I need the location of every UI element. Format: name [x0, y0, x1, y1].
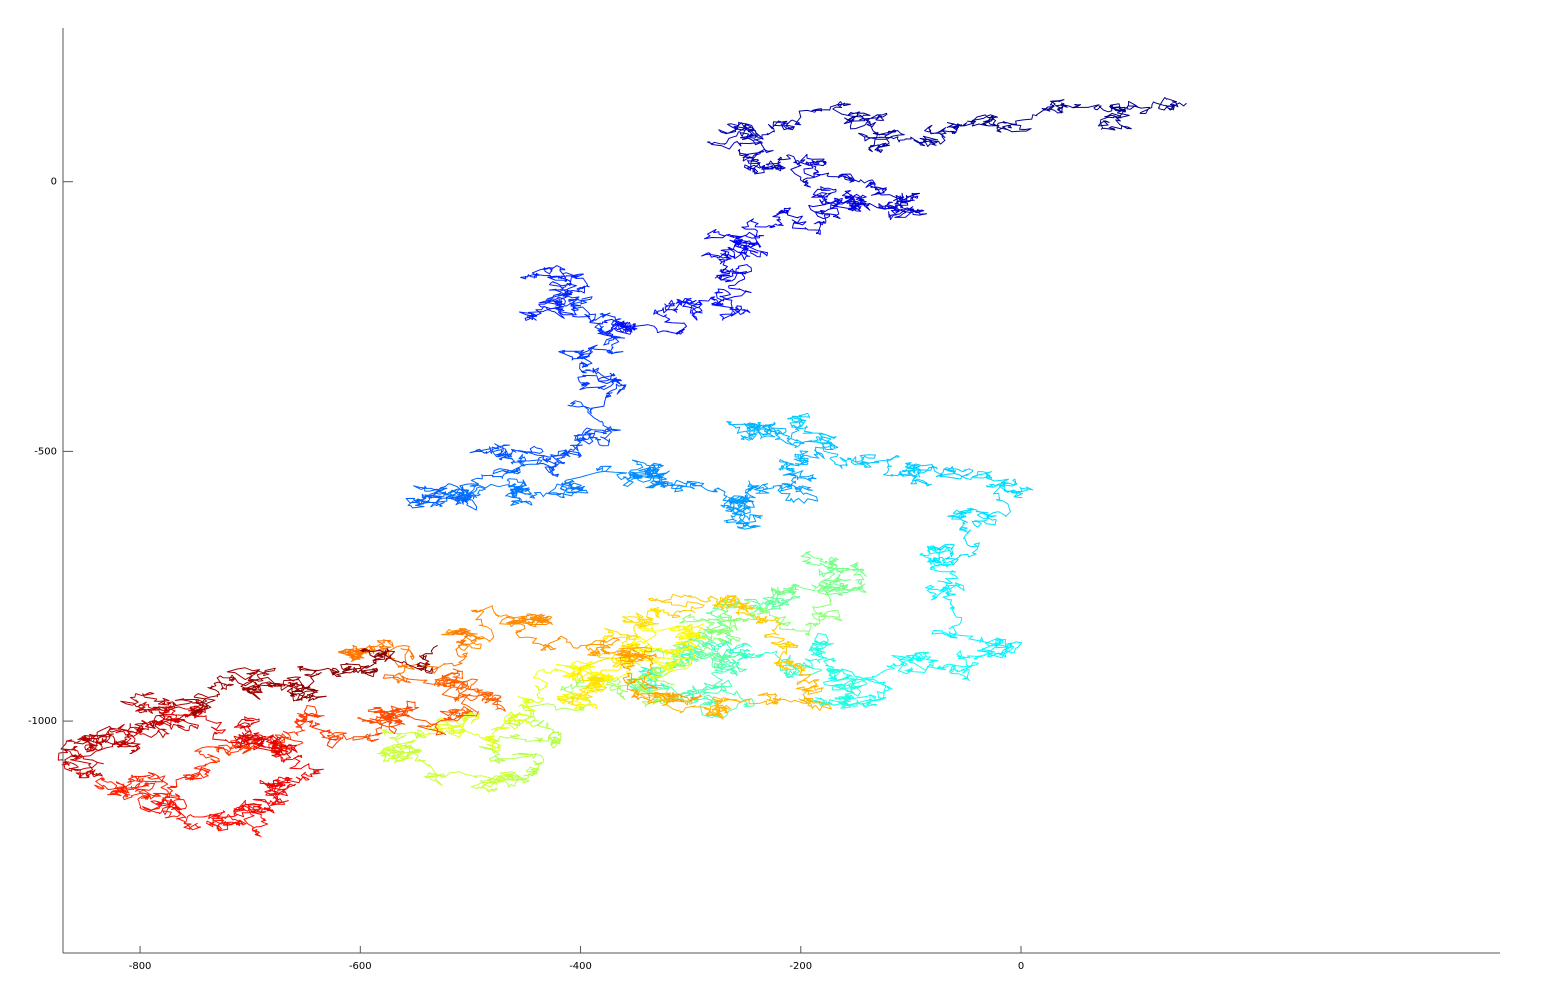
x-tick-label: -400: [569, 961, 592, 972]
walk-segment: [790, 153, 928, 218]
walk-segment: [651, 585, 843, 654]
x-axis-ticks: -800 -600 -400 -200 0: [129, 946, 1024, 972]
walk-segment: [800, 633, 879, 709]
y-tick-label: -1000: [28, 716, 57, 727]
walk-segment: [519, 265, 604, 325]
walk-segment: [338, 629, 472, 684]
walk-segment: [382, 668, 506, 722]
walk-segment: [233, 732, 324, 818]
walk-segment: [726, 418, 839, 475]
walk-segment: [701, 218, 784, 300]
walk-segment: [326, 700, 465, 743]
walk-segment: [421, 682, 548, 752]
y-tick-label: -500: [34, 446, 57, 457]
y-tick-label: 0: [51, 177, 57, 188]
walk-segment: [648, 593, 807, 672]
walk-segment: [638, 639, 823, 694]
walk-segment: [707, 116, 802, 175]
walk-segment: [286, 645, 438, 702]
walk-segment: [599, 288, 751, 339]
walk-segment: [57, 692, 196, 766]
walk-segment: [967, 97, 1187, 133]
x-tick-label: -600: [349, 961, 372, 972]
walk-segment: [94, 763, 211, 808]
walk-segment: [798, 101, 978, 153]
walk-segment: [405, 450, 543, 511]
y-axis-ticks: 0 -500 -1000: [28, 177, 73, 727]
walk-segment: [469, 400, 621, 478]
walk-segment: [601, 459, 755, 513]
walk-segment: [580, 637, 703, 704]
walk-segment: [677, 591, 801, 669]
walk-segment: [772, 186, 898, 235]
walk-segment: [139, 798, 269, 837]
walk-segment: [556, 623, 706, 710]
walk-segment: [919, 545, 1023, 659]
x-tick-label: -200: [789, 961, 812, 972]
walk-segment: [377, 729, 516, 793]
walk-segment: [194, 705, 342, 767]
walk-segment: [926, 471, 1034, 566]
x-tick-label: 0: [1018, 961, 1024, 972]
walk-segment: [786, 412, 974, 487]
walk-segment: [443, 465, 612, 506]
walk-segment: [770, 551, 867, 599]
walk-segment: [547, 294, 627, 409]
x-tick-label: -800: [129, 961, 152, 972]
walk-segment: [61, 701, 200, 779]
walk-path-group: [57, 97, 1187, 837]
walk-segment: [189, 667, 311, 716]
walk-segment: [634, 666, 832, 720]
walk-segment: [720, 472, 819, 530]
walk-segment: [479, 703, 586, 788]
